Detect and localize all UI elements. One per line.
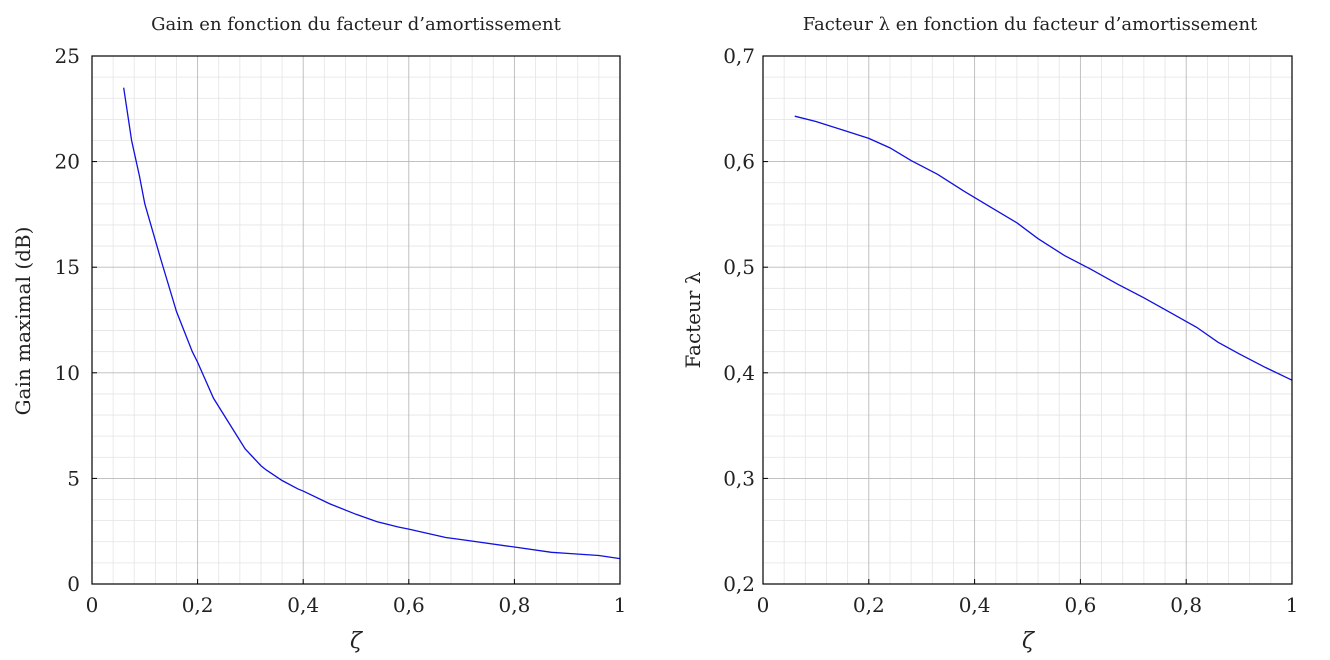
series-line: [794, 115, 1293, 381]
x-tick-label: 0,6: [1064, 593, 1096, 617]
grid: [763, 56, 1292, 584]
x-tick-label: 1: [1286, 593, 1299, 617]
x-tick-label: 0: [86, 593, 99, 617]
y-tick-label: 0,7: [723, 44, 755, 68]
y-axis-label: Facteur λ: [681, 271, 705, 368]
x-tick-label: 0,6: [393, 593, 425, 617]
ticks: 00 0,2 5 0,4 10 0,6 15 0,8 20 1 25: [55, 44, 627, 617]
grid: [92, 56, 620, 584]
plot-frame: [762, 55, 1293, 585]
series: [123, 87, 621, 560]
y-tick-label: 10: [55, 361, 80, 385]
x-tick-label: 0,2: [182, 593, 214, 617]
x-tick-label: 1: [614, 593, 627, 617]
chart-title: Gain en fonction du facteur d’amortissem…: [151, 14, 561, 35]
x-tick-label: 0,4: [287, 593, 319, 617]
chart-title: Facteur λ en fonction du facteur d’amort…: [803, 14, 1258, 35]
series: [794, 115, 1293, 381]
y-tick-label: 0,6: [723, 150, 755, 174]
series-line: [123, 87, 621, 560]
y-tick-label: 20: [55, 150, 80, 174]
x-axis-label: ζ: [1022, 629, 1036, 654]
gain-chart: Gain en fonction du facteur d’amortissem…: [11, 14, 626, 654]
x-tick-label: 0,8: [498, 593, 530, 617]
x-tick-label: 0,2: [853, 593, 885, 617]
y-tick-label: 0: [67, 572, 80, 596]
y-tick-label: 0,4: [723, 361, 755, 385]
y-axis-label: Gain maximal (dB): [11, 227, 35, 416]
x-tick-label: 0,8: [1170, 593, 1202, 617]
y-tick-label: 5: [67, 466, 80, 490]
lambda-chart: Facteur λ en fonction du facteur d’amort…: [681, 14, 1298, 654]
y-tick-label: 15: [55, 255, 80, 279]
x-tick-label: 0,4: [959, 593, 991, 617]
x-tick-label: 0: [757, 593, 770, 617]
y-tick-label: 0,5: [723, 255, 755, 279]
y-tick-label: 0,2: [723, 572, 755, 596]
y-tick-label: 25: [55, 44, 80, 68]
x-axis-label: ζ: [350, 629, 364, 654]
y-tick-label: 0,3: [723, 466, 755, 490]
plot-frame: [91, 55, 621, 585]
